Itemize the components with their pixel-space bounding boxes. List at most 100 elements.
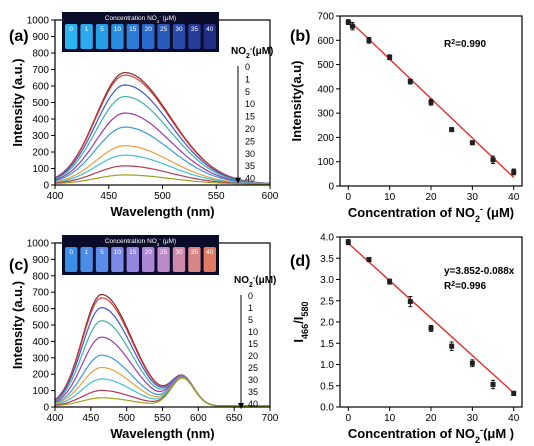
text-run: Concentration of [348,426,456,441]
concentration-label: 35 [245,161,255,171]
y-tick-label: 100 [32,386,49,397]
data-point [345,19,351,25]
y-tick-label: 300 [32,353,49,364]
text-run: NO [234,275,249,286]
text-run: - [253,275,256,282]
y-tick-label: 3.0 [320,275,334,286]
cuvette [172,24,186,49]
data-point [490,381,496,387]
text-run: 2 [451,39,455,46]
cuvette-label: 0 [69,249,73,256]
text-run: - [159,14,161,19]
cuvette-label: 15 [129,249,137,256]
panel-label: (b) [290,28,310,45]
concentration-label: 5 [245,87,250,97]
data-point [469,140,475,146]
text-run: (μM) [252,46,273,57]
y-tick-label: 1.0 [320,360,334,371]
x-tick-label: 500 [118,413,135,424]
text-run: - [480,204,483,214]
y-axis-title: I466/I580 [291,301,310,342]
x-tick-label: 600 [190,413,207,424]
text-run: 2 [157,19,160,24]
cuvette-label: 10 [114,26,122,33]
y-tick-label: 1.5 [320,339,334,350]
concentration-label: 25 [248,363,258,373]
spectrum-line [55,126,270,185]
y-tick-label: 0.0 [320,403,334,414]
x-axis-title: Concentration of NO2-(μM ) [348,425,514,445]
cuvette-label: 15 [129,26,137,33]
panel-b: 0 10 20 30 400100200300400500600700Concentra… [289,12,523,224]
text-run: Intensity (a.u.) [10,58,25,146]
x-tick-label: 30 [467,192,479,203]
data-point [387,54,393,60]
text-run: Wavelength (nm) [110,204,214,219]
data-point [366,37,372,43]
x-axis-title: Wavelength (nm) [110,426,214,441]
data-point [511,169,517,175]
data-point [407,79,413,85]
data-point [511,390,517,396]
panel-label: (a) [9,28,29,45]
cuvette [95,24,109,49]
cuvette-label: 40 [206,26,214,33]
cuvette [157,24,170,49]
y-tick-label: 2.5 [320,296,334,307]
y-tick-label: 400 [32,337,49,348]
arrow-head [235,177,241,184]
text-run: 466 [300,324,310,339]
cuvette-label: 35 [191,249,199,256]
x-tick-label: 30 [467,413,479,424]
cuvette-label: 10 [114,249,122,256]
text-run: (μM ) [483,426,514,441]
concentration-label: 20 [245,124,255,134]
x-tick-label: 20 [425,192,437,203]
x-tick-label: 0 [345,192,351,203]
x-tick-label: 20 [425,413,437,424]
concentration-label: 5 [248,315,253,325]
y-axis-title: Intensity (a.u.) [10,281,25,369]
text-run: 2 [246,53,250,60]
cuvette-label: 40 [206,249,214,256]
cuvette [65,247,78,272]
x-tick-label: 40 [508,413,520,424]
data-point [428,325,434,331]
concentration-label: 30 [245,149,255,159]
text-run: (μM) [161,238,176,245]
concentration-label: 20 [248,351,258,361]
x-tick-label: 450 [82,413,99,424]
text-run: 0.996 [461,281,486,292]
y-tick-label: 0.5 [320,381,334,392]
cuvette-label: 1 [85,249,89,256]
x-tick-label: 500 [154,191,171,202]
cuvette [65,24,78,49]
text-run: Concentration [105,15,147,22]
panel-d: 0 10 20 30 40 0.0 0.5 1.0 1.5 2.0 2.5 3.0 3.5 4.0 Conc… [290,233,523,445]
data-point [366,257,372,263]
spectrum-line [55,377,270,407]
spectrum-line [55,84,270,184]
data-point [428,99,434,105]
y-tick-label: 300 [32,131,49,142]
y-tick-label: 0 [328,182,334,193]
cuvette-label: 1 [85,26,89,33]
text-run: - [159,237,161,242]
x-tick-label: 650 [226,413,243,424]
text-run: /I [291,317,306,324]
x-tick-label: 700 [262,413,279,424]
cuvette [95,247,109,272]
concentration-label: 15 [248,339,258,349]
x-tick-label: 600 [262,191,279,202]
concentration-label: 10 [245,99,255,109]
text-run: 2 [451,281,455,288]
x-tick-label: 0 [345,413,351,424]
text-run: (μM) [161,15,176,22]
spectrum-line [55,377,270,407]
concentration-label: 25 [245,136,255,146]
concentration-label: 35 [248,387,258,397]
text-run: 2 [475,214,480,224]
text-run: - [480,425,483,435]
y-tick-label: 400 [317,84,334,95]
